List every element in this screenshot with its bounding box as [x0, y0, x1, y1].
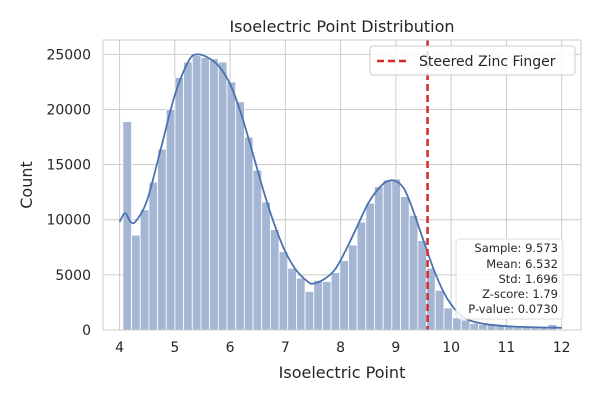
stats-mean: Mean: 6.532: [486, 257, 558, 271]
histogram-bar: [131, 234, 141, 331]
y-tick-label: 5000: [55, 268, 91, 284]
histogram-bar: [157, 148, 167, 331]
histogram-bar: [200, 57, 211, 331]
stats-sample: Sample: 9.573: [474, 241, 558, 255]
x-tick-label: 5: [170, 340, 179, 356]
x-tick-label: 8: [336, 340, 345, 356]
histogram-bar: [356, 221, 367, 331]
histogram-bar: [330, 272, 341, 331]
x-tick-label: 9: [391, 340, 400, 356]
histogram-bar: [391, 178, 401, 331]
histogram-bar: [434, 289, 445, 331]
histogram-bar: [469, 322, 480, 331]
x-tick-label: 7: [281, 340, 290, 356]
histogram-bar: [269, 229, 280, 331]
histogram-bar: [261, 201, 271, 331]
histogram-bar: [304, 291, 315, 331]
x-tick-label: 11: [497, 340, 515, 356]
histogram-bar: [217, 61, 228, 331]
histogram-bar: [408, 214, 419, 331]
legend-box: [369, 45, 576, 76]
histogram-bar: [382, 179, 393, 331]
plot-frame: [102, 39, 582, 331]
histogram-bar: [252, 169, 263, 331]
histogram-bar: [209, 58, 219, 331]
stats-box-background: [455, 238, 564, 320]
histogram-bar: [452, 317, 462, 331]
x-tick-labels: 4 5 6 7 8 9 10 11 12: [115, 340, 570, 356]
x-tick-label: 12: [553, 340, 571, 356]
histogram-bar: [139, 209, 150, 331]
y-axis-label: Count: [17, 161, 36, 209]
histogram-bar: [235, 101, 245, 331]
histogram-bar: [478, 324, 488, 331]
histogram-bar: [443, 307, 453, 331]
histogram-bar: [183, 61, 193, 331]
stats-zscore: Z-score: 1.79: [482, 287, 558, 301]
histogram-bar: [226, 81, 237, 331]
histogram-bar: [296, 277, 306, 331]
stats-pvalue: P-value: 0.0730: [468, 302, 558, 316]
histogram-bar: [460, 319, 471, 331]
y-tick-labels: 0 5000 10000 15000 20000 25000: [46, 47, 91, 339]
stats-std: Std: 1.696: [498, 272, 558, 286]
x-tick-label: 10: [442, 340, 460, 356]
histogram-bar: [374, 186, 384, 331]
histogram-bar: [348, 244, 358, 331]
histogram-bar: [322, 281, 332, 331]
x-axis-label: Isoelectric Point: [279, 363, 406, 382]
histogram-bar: [278, 251, 289, 331]
y-tick-label: 20000: [46, 102, 91, 118]
x-tick-label: 6: [226, 340, 235, 356]
legend-label: Steered Zinc Finger: [419, 54, 556, 70]
x-tick-label: 4: [115, 340, 124, 356]
histogram-bar: [339, 260, 349, 331]
histogram-bar: [417, 240, 427, 331]
histogram-bar: [313, 279, 323, 331]
histogram-bar: [122, 121, 132, 331]
kde-curve: [118, 53, 562, 329]
histogram-bar: [148, 181, 158, 331]
histogram-bar: [165, 109, 176, 331]
legend: Steered Zinc Finger: [369, 45, 576, 76]
histogram-bar: [287, 267, 297, 331]
y-tick-label: 15000: [46, 158, 91, 174]
histogram-bar: [191, 55, 202, 331]
stats-box: Sample: 9.573 Mean: 6.532 Std: 1.696 Z-s…: [455, 238, 564, 320]
y-tick-label: 0: [82, 323, 91, 339]
histogram-bar: [400, 196, 410, 331]
histogram-bar: [174, 77, 185, 331]
chart-title: Isoelectric Point Distribution: [229, 17, 454, 36]
y-tick-label: 10000: [46, 213, 91, 229]
histogram-bar: [243, 136, 254, 331]
y-tick-label: 25000: [46, 47, 91, 63]
histogram-bar: [365, 202, 375, 331]
